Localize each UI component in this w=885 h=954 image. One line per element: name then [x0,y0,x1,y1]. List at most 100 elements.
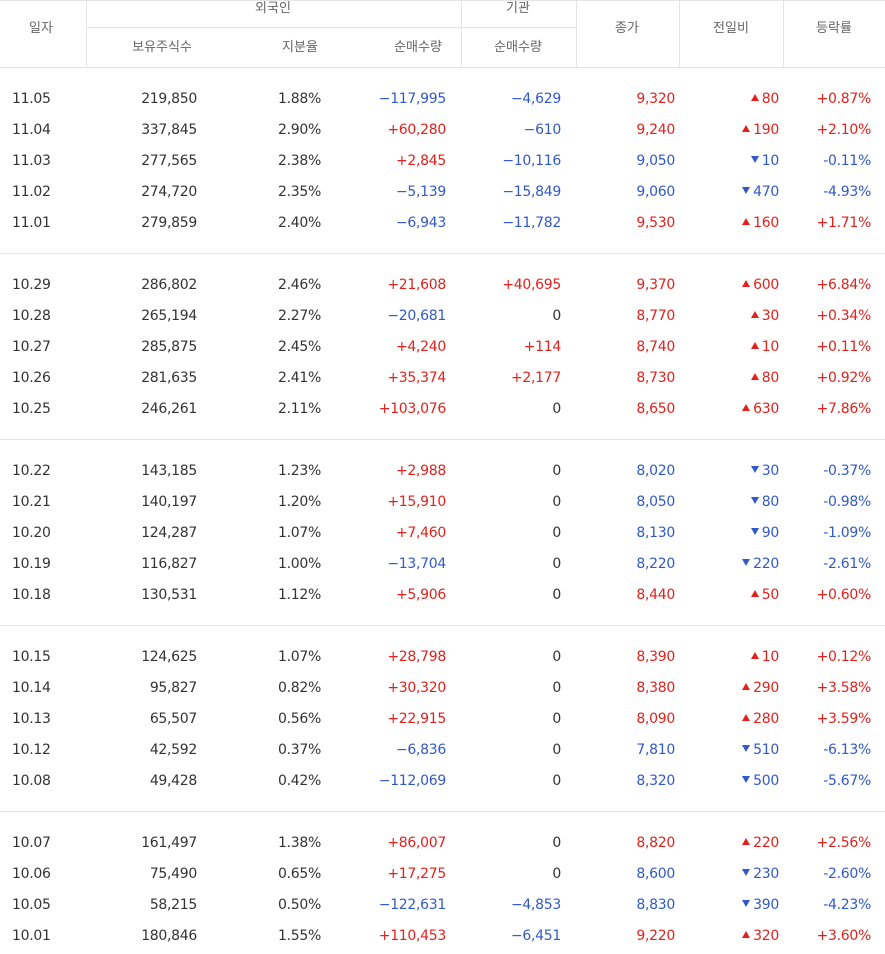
holdings-cell: 285,875 [141,339,197,355]
close-cell: 8,020 [636,463,675,479]
holdings-cell: 274,720 [141,184,197,200]
foreign-net-cell: −122,631 [378,897,447,913]
col-border [783,0,784,67]
close-cell: 8,440 [636,587,675,603]
holdings-cell: 180,846 [141,928,197,944]
header-inst: 기관 [506,1,530,16]
holdings-cell: 161,497 [141,835,197,851]
ratio-cell: 1.23% [278,463,321,479]
arrow-up [742,404,751,411]
close-cell: 7,810 [636,742,675,758]
rate-cell: -0.37% [823,463,871,479]
holdings-cell: 49,428 [149,773,197,789]
arrow-up [742,218,751,225]
close-cell: 8,220 [636,556,675,572]
holdings-cell: 246,261 [141,401,197,417]
change-value: 160 [753,215,779,231]
close-cell: 9,220 [636,928,675,944]
rate-cell: +3.60% [816,928,872,944]
arrow-up [742,125,751,132]
arrow-up [742,931,751,938]
change-cell: 190 [742,121,779,139]
date-cell: 11.05 [12,91,51,107]
change-value: 510 [753,742,779,758]
foreign-net-cell: +30,320 [387,680,446,696]
inst-net-cell: −15,849 [502,184,561,200]
foreign-net-cell: +35,374 [387,370,446,386]
rate-cell: +0.34% [816,308,872,324]
close-cell: 9,050 [636,153,675,169]
foreign-net-cell: +17,275 [387,866,446,882]
arrow-up [750,94,759,101]
change-value: 500 [753,773,779,789]
date-cell: 10.01 [12,928,51,944]
rate-cell: +2.56% [816,835,872,851]
close-cell: 8,740 [636,339,675,355]
holdings-cell: 130,531 [141,587,197,603]
change-cell: 230 [742,865,779,883]
rate-cell: +0.92% [816,370,872,386]
close-cell: 9,530 [636,215,675,231]
inst-net-cell: 0 [552,463,561,479]
holdings-cell: 95,827 [149,680,197,696]
change-cell: 220 [742,834,779,852]
close-cell: 8,650 [636,401,675,417]
ratio-cell: 0.65% [278,866,321,882]
change-value: 190 [753,122,779,138]
rate-cell: -1.09% [823,525,871,541]
inst-net-cell: 0 [552,711,561,727]
arrow-up [750,311,759,318]
foreign-net-cell: +4,240 [395,339,446,355]
col-border [461,0,462,67]
rate-cell: +0.87% [816,91,872,107]
arrow-down [750,528,759,535]
holdings-cell: 58,215 [149,897,197,913]
inst-net-cell: 0 [552,556,561,572]
change-value: 30 [761,308,780,324]
col-border [679,0,680,67]
ratio-cell: 0.82% [278,680,321,696]
ratio-cell: 0.37% [278,742,321,758]
date-cell: 10.22 [12,463,51,479]
foreign-net-cell: +86,007 [387,835,446,851]
date-cell: 10.12 [12,742,51,758]
ratio-cell: 2.11% [278,401,321,417]
foreign-net-cell: +21,608 [387,277,446,293]
rate-cell: +0.12% [816,649,872,665]
ratio-cell: 0.50% [278,897,321,913]
holdings-cell: 286,802 [141,277,197,293]
change-cell: 160 [742,214,779,232]
ratio-cell: 1.12% [278,587,321,603]
date-cell: 10.18 [12,587,51,603]
inst-net-cell: 0 [552,494,561,510]
ratio-cell: 2.27% [278,308,321,324]
col-border [86,0,87,67]
change-cell: 470 [742,183,779,201]
date-cell: 10.05 [12,897,51,913]
group-divider [0,625,885,626]
inst-net-cell: +114 [523,339,562,355]
inst-net-cell: 0 [552,587,561,603]
change-cell: 220 [742,555,779,573]
inst-net-cell: 0 [552,773,561,789]
arrow-up [742,280,751,287]
header-holdings: 보유주식수 [132,40,192,55]
foreign-net-cell: −20,681 [387,308,446,324]
holdings-cell: 143,185 [141,463,197,479]
date-cell: 10.06 [12,866,51,882]
change-value: 10 [761,339,780,355]
inst-net-cell: 0 [552,525,561,541]
foreign-net-cell: −112,069 [378,773,447,789]
header-close: 종가 [615,21,639,36]
close-cell: 8,390 [636,649,675,665]
rate-cell: -4.93% [823,184,871,200]
group-divider [0,811,885,812]
arrow-up [742,838,751,845]
change-value: 280 [753,711,779,727]
close-cell: 8,730 [636,370,675,386]
close-cell: 9,320 [636,91,675,107]
change-value: 600 [753,277,779,293]
date-cell: 10.19 [12,556,51,572]
date-cell: 10.08 [12,773,51,789]
change-cell: 10 [750,152,779,170]
